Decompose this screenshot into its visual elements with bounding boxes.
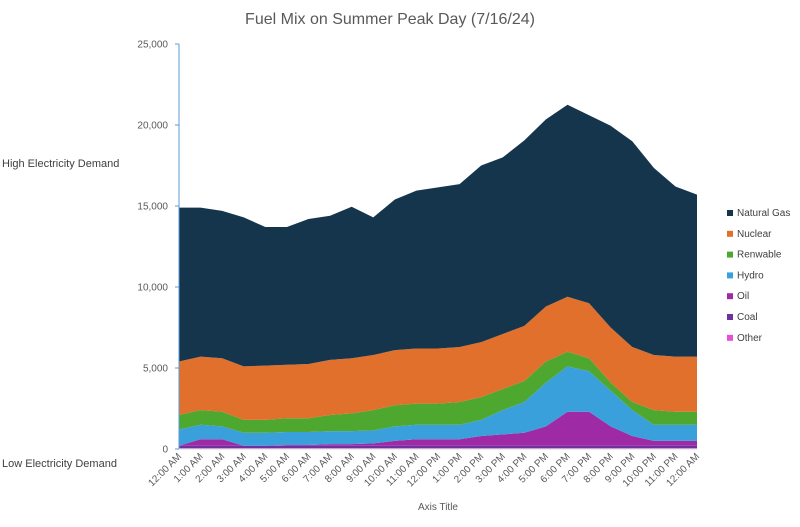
low-demand-label: Low Electricity Demand bbox=[2, 458, 117, 470]
legend-label-renwable: Renwable bbox=[737, 250, 782, 261]
legend: Natural Gas Nuclear Renwable Hydro Oil Coal Ot… bbox=[727, 208, 790, 344]
legend-label-coal: Coal bbox=[737, 312, 758, 323]
legend-label-hydro: Hydro bbox=[737, 270, 764, 281]
legend-swatch-natural-gas bbox=[727, 210, 733, 216]
chart-title: Fuel Mix on Summer Peak Day (7/16/24) bbox=[245, 11, 535, 28]
x-axis-ticks: 12:00 AM1:00 AM2:00 AM3:00 AM4:00 AM5:00… bbox=[146, 451, 702, 489]
x-axis-title: Axis Title bbox=[418, 502, 458, 513]
y-tick-label: 20,000 bbox=[137, 121, 168, 132]
area-nuclear bbox=[179, 296, 697, 420]
area-coal bbox=[179, 445, 697, 449]
area-renwable bbox=[179, 351, 697, 433]
legend-swatch-other bbox=[727, 334, 733, 341]
legend-label-nuclear: Nuclear bbox=[737, 229, 772, 240]
high-demand-label: High Electricity Demand bbox=[2, 158, 119, 170]
legend-label-natural-gas: Natural Gas bbox=[737, 208, 790, 219]
legend-label-other: Other bbox=[737, 333, 763, 344]
y-tick-label: 5,000 bbox=[143, 364, 168, 375]
y-tick-label: 25,000 bbox=[137, 40, 168, 51]
legend-swatch-oil bbox=[727, 293, 733, 300]
y-tick-label: 0 bbox=[162, 445, 168, 456]
area-hydro bbox=[179, 366, 697, 446]
y-tick-label: 15,000 bbox=[137, 202, 168, 213]
legend-swatch-coal bbox=[727, 314, 733, 320]
stacked-areas bbox=[179, 104, 697, 449]
y-tick-label: 10,000 bbox=[137, 283, 168, 294]
legend-label-oil: Oil bbox=[737, 291, 749, 302]
area-natural-gas bbox=[179, 104, 697, 367]
legend-swatch-nuclear bbox=[727, 230, 733, 237]
legend-swatch-hydro bbox=[727, 272, 733, 279]
area-oil bbox=[179, 411, 697, 446]
legend-swatch-renwable bbox=[727, 251, 733, 258]
y-axis-ticks: 0 5,000 10,000 15,000 20,000 25,000 bbox=[137, 40, 179, 456]
